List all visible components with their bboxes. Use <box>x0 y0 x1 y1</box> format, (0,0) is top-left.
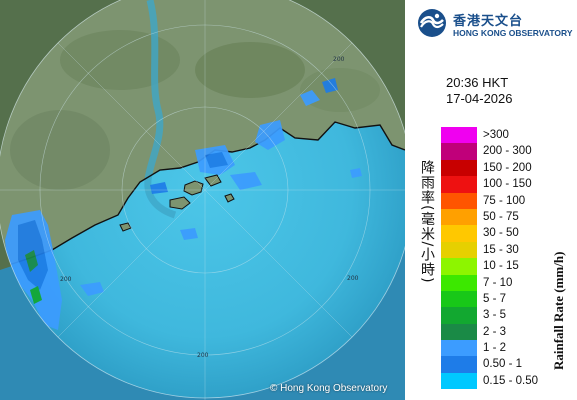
legend-panel: 香港天文台 HONG KONG OBSERVATORY 20:36 HKT 17… <box>405 0 577 400</box>
rainfall-legend: >300 200 - 300 150 - 200 100 - 150 75 - 100 5… <box>441 127 571 390</box>
legend-swatch <box>441 340 477 357</box>
legend-title-zh: 降雨率(毫米/小時) <box>419 160 435 284</box>
legend-row: 2 - 3 <box>441 323 571 341</box>
legend-swatch <box>441 208 477 226</box>
legend-label: 200 - 300 <box>483 145 532 158</box>
legend-swatch <box>441 356 477 373</box>
range-label-1: 200 <box>60 276 72 283</box>
legend-swatch <box>441 372 477 390</box>
range-spokes <box>0 0 405 400</box>
legend-row: 150 - 200 <box>441 159 571 177</box>
legend-swatch <box>441 307 477 324</box>
legend-label: 5 - 7 <box>483 292 507 305</box>
legend-label: 1 - 2 <box>483 342 507 355</box>
legend-swatch <box>441 323 477 341</box>
hko-logo: 香港天文台 HONG KONG OBSERVATORY <box>413 6 573 42</box>
legend-row: 3 - 5 <box>441 307 571 324</box>
legend-label: 75 - 100 <box>483 194 526 207</box>
hko-logo-icon <box>418 9 446 37</box>
legend-label: 0.50 - 1 <box>483 358 522 371</box>
legend-swatch <box>441 258 477 275</box>
range-label-4: 200 <box>333 56 345 63</box>
legend-row: 100 - 150 <box>441 176 571 193</box>
legend-swatch <box>441 176 477 193</box>
legend-swatch <box>441 290 477 308</box>
copyright-notice: © Hong Kong Observatory <box>270 383 388 394</box>
legend-row: 0.15 - 0.50 <box>441 372 571 390</box>
legend-label: >300 <box>483 129 509 141</box>
logo-name-en: HONG KONG OBSERVATORY <box>453 28 573 38</box>
legend-label: 10 - 15 <box>483 260 519 273</box>
legend-row: 75 - 100 <box>441 192 571 209</box>
legend-row: 7 - 10 <box>441 274 571 291</box>
legend-label: 30 - 50 <box>483 227 519 240</box>
legend-swatch <box>441 159 477 177</box>
legend-row: 5 - 7 <box>441 290 571 308</box>
legend-label: 15 - 30 <box>483 243 519 256</box>
legend-label: 3 - 5 <box>483 309 507 322</box>
legend-title-en: Rainfall Rate (mm/h) <box>551 251 566 370</box>
legend-row: 1 - 2 <box>441 340 571 357</box>
legend-row: 0.50 - 1 <box>441 356 571 373</box>
legend-swatch <box>441 241 477 259</box>
range-label-2: 200 <box>197 352 209 359</box>
legend-label: 7 - 10 <box>483 276 513 289</box>
legend-swatch <box>441 127 477 144</box>
legend-row: 30 - 50 <box>441 225 571 242</box>
legend-row: >300 <box>441 127 571 144</box>
legend-swatch <box>441 274 477 291</box>
range-label-3: 200 <box>347 275 359 282</box>
legend-row: 10 - 15 <box>441 258 571 275</box>
legend-swatch <box>441 192 477 209</box>
observation-time: 20:36 HKT <box>446 75 509 90</box>
legend-swatch <box>441 143 477 160</box>
legend-row: 50 - 75 <box>441 208 571 226</box>
legend-label: 0.15 - 0.50 <box>483 374 538 387</box>
legend-row: 15 - 30 <box>441 241 571 259</box>
legend-row: 200 - 300 <box>441 143 571 160</box>
legend-label: 50 - 75 <box>483 210 519 223</box>
radar-map-image: 200 200 200 200 <box>0 0 405 400</box>
legend-label: 100 - 150 <box>483 178 532 191</box>
legend-label: 150 - 200 <box>483 161 532 174</box>
legend-label: 2 - 3 <box>483 325 507 338</box>
logo-name-zh: 香港天文台 <box>453 14 524 29</box>
radar-map: 200 200 200 200 © Hong Kong Observatory <box>0 0 405 400</box>
observation-date: 17-04-2026 <box>446 91 513 106</box>
legend-swatch <box>441 225 477 242</box>
river-channel <box>144 0 177 219</box>
